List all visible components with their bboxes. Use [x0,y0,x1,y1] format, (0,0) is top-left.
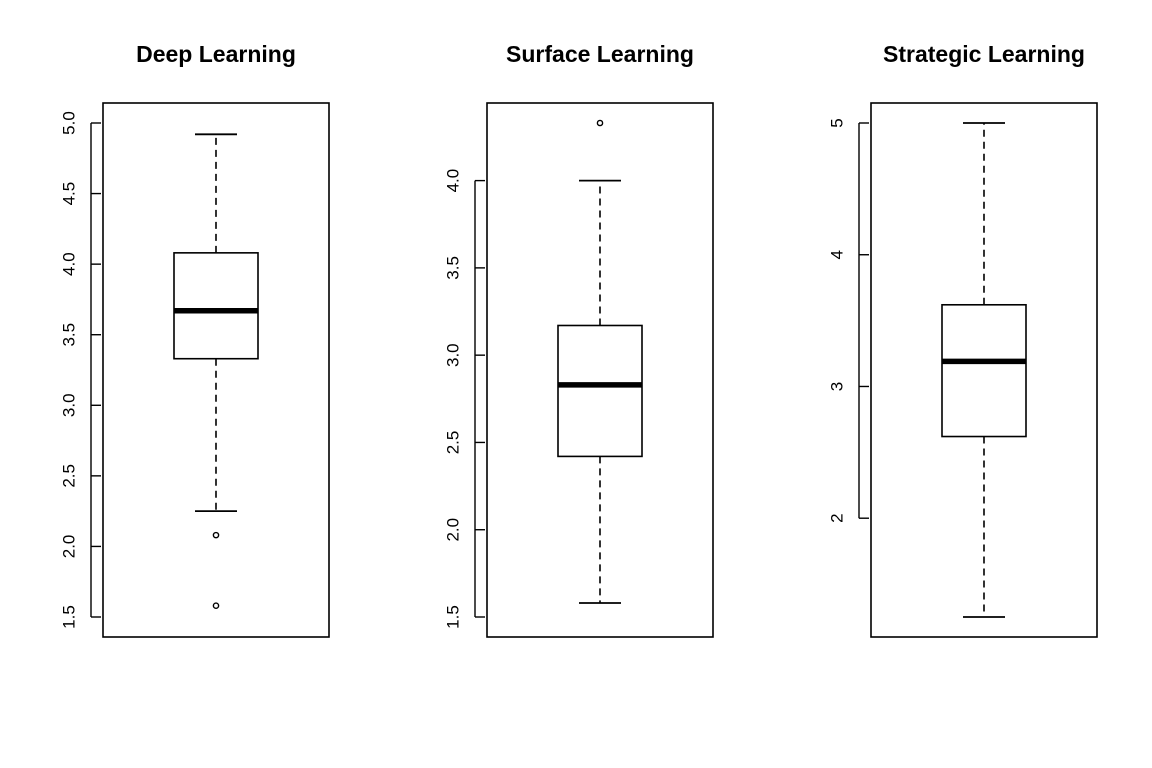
outlier-point [596,119,604,127]
y-tick-label: 3.5 [60,323,79,347]
iqr-box [557,324,643,458]
y-tick-label: 1.5 [444,605,463,629]
y-tick-label: 4.0 [60,252,79,276]
plot-frame [870,102,1098,638]
panel-deep-learning: Deep Learning 1.5 2.0 2.5 3.0 3.5 4.0 4.5 5.0 [60,41,330,638]
plot-frame [102,102,330,638]
iqr-box [173,252,259,360]
plot-frame [486,102,714,638]
y-tick-label: 2.0 [60,535,79,559]
y-tick-label: 5 [828,118,847,127]
y-tick-label: 4.0 [444,169,463,193]
panel-surface-learning: Surface Learning 1.5 2.0 2.5 3.0 3.5 4.0 [444,41,714,638]
y-tick-label: 1.5 [60,605,79,629]
y-tick-label: 2.0 [444,518,463,542]
chart-title: Strategic Learning [883,41,1085,67]
outlier-point [212,602,220,610]
y-tick-label: 2.5 [444,431,463,455]
chart-title: Surface Learning [506,41,694,67]
y-tick-label: 2.5 [60,464,79,488]
iqr-box [941,303,1027,438]
chart-title: Deep Learning [136,41,296,67]
panel-strategic-learning: Strategic Learning 2 3 4 5 [828,41,1098,638]
y-tick-label: 4.5 [60,182,79,206]
y-tick-label: 3 [828,382,847,391]
y-tick-label: 3.5 [444,256,463,280]
y-tick-label: 2 [828,513,847,522]
y-tick-label: 5.0 [60,111,79,135]
y-tick-label: 3.0 [444,343,463,367]
y-tick-label: 4 [828,250,847,259]
outlier-point [212,531,220,539]
y-tick-label: 3.0 [60,393,79,417]
